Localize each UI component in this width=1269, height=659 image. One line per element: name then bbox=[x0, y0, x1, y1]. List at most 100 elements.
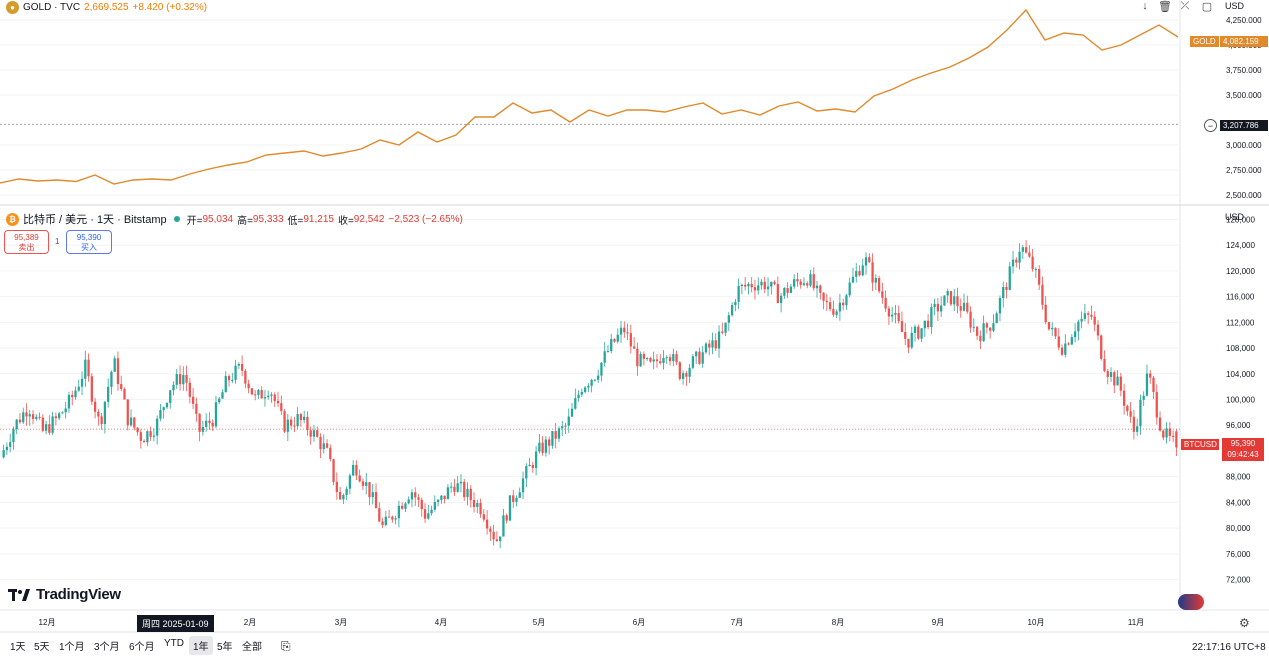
candle-body bbox=[420, 499, 423, 510]
btc-y-tick-label: 120,000 bbox=[1226, 267, 1255, 276]
candle-body bbox=[783, 288, 786, 296]
trash-icon[interactable]: 🗑 bbox=[1158, 1, 1172, 13]
candle-body bbox=[87, 359, 90, 377]
candle-body bbox=[760, 281, 763, 286]
candle-body bbox=[678, 362, 681, 379]
buy-label: 买入 bbox=[81, 243, 97, 252]
x-axis-label: 2月 bbox=[244, 618, 256, 627]
candle-body bbox=[270, 394, 273, 396]
collapse-icon[interactable]: ⤫ bbox=[1180, 0, 1190, 12]
candle-body bbox=[1005, 287, 1008, 290]
gold-currency[interactable]: USD bbox=[1225, 1, 1245, 11]
btc-symbol[interactable]: 比特币 / 美元 · 1天 · Bitstamp bbox=[23, 214, 167, 226]
gold-y-tick-label: 3,000.000 bbox=[1226, 141, 1262, 150]
arrow-down-icon[interactable]: ↓ bbox=[1142, 0, 1148, 12]
candle-body bbox=[989, 327, 992, 331]
candle-body bbox=[848, 282, 851, 296]
candle-body bbox=[152, 435, 156, 437]
candle-body bbox=[267, 395, 270, 398]
candle-body bbox=[263, 397, 267, 399]
candle-body bbox=[495, 539, 499, 542]
maximize-icon[interactable]: ▢ bbox=[1201, 1, 1213, 13]
candle-body bbox=[107, 386, 110, 402]
timeframe-7[interactable]: 1年 bbox=[189, 636, 213, 655]
timeframe-8[interactable]: 5年 bbox=[217, 642, 233, 653]
timeframe-2[interactable]: 5天 bbox=[34, 642, 50, 653]
candle-body bbox=[80, 378, 84, 387]
candle-body bbox=[1168, 428, 1171, 437]
timeframe-3[interactable]: 1个月 bbox=[59, 642, 85, 653]
candle-body bbox=[384, 516, 387, 525]
candle-body bbox=[606, 351, 610, 353]
sell-button[interactable]: 95,389 卖出 bbox=[4, 230, 49, 254]
x-axis-label: 7月 bbox=[731, 618, 743, 627]
gold-symbol[interactable]: GOLD · TVC bbox=[23, 2, 81, 13]
candle-body bbox=[639, 354, 642, 367]
candle-body bbox=[423, 509, 427, 519]
candle-body bbox=[1145, 373, 1149, 396]
candle-body bbox=[907, 338, 910, 348]
timeframe-5[interactable]: 6个月 bbox=[129, 642, 155, 653]
timeframe-4[interactable]: 3个月 bbox=[94, 642, 120, 653]
candle-body bbox=[443, 495, 446, 500]
flag-badge-icon[interactable] bbox=[1178, 594, 1204, 610]
candle-body bbox=[704, 343, 708, 353]
candle-body bbox=[812, 274, 815, 289]
timeframe-1[interactable]: 1天 bbox=[10, 642, 26, 653]
candle-body bbox=[427, 513, 430, 519]
x-axis-label: 6月 bbox=[633, 618, 645, 627]
candle-body bbox=[763, 281, 766, 290]
candle-body bbox=[407, 499, 410, 504]
x-axis-label: 5月 bbox=[533, 618, 545, 627]
candle-body bbox=[796, 279, 799, 282]
candle-body bbox=[672, 354, 675, 362]
candle-body bbox=[825, 300, 828, 303]
candle-body bbox=[711, 340, 714, 348]
btc-currency[interactable]: USD bbox=[1225, 212, 1245, 222]
candle-body bbox=[655, 359, 659, 362]
candle-body bbox=[35, 416, 38, 419]
spread-value: 1 bbox=[55, 237, 60, 246]
candle-body bbox=[139, 432, 142, 441]
crosshair-date-label: 周四 2025-01-09 bbox=[137, 615, 214, 632]
candle-body bbox=[887, 308, 891, 317]
gold-coin-icon: ● bbox=[6, 1, 19, 14]
timeframe-9[interactable]: 全部 bbox=[242, 642, 262, 653]
settings-gear-icon[interactable]: ⚙ bbox=[1239, 616, 1250, 630]
candle-body bbox=[933, 303, 936, 308]
candle-body bbox=[312, 430, 316, 437]
date-range-calendar-icon[interactable]: ⎘ bbox=[281, 639, 291, 653]
gold-y-tick-label: 2,500.000 bbox=[1226, 191, 1262, 200]
candle-body bbox=[244, 370, 247, 384]
candle-body bbox=[1054, 327, 1057, 337]
candle-body bbox=[1152, 377, 1155, 393]
candle-body bbox=[165, 402, 169, 408]
candle-body bbox=[1077, 321, 1080, 332]
candle-body bbox=[1087, 313, 1090, 315]
minus-circle-icon[interactable]: − bbox=[1204, 119, 1217, 132]
candle-body bbox=[603, 351, 606, 363]
x-axis-label: 4月 bbox=[435, 618, 447, 627]
btc-y-tick-label: 128,000 bbox=[1226, 215, 1255, 224]
candle-body bbox=[466, 488, 469, 498]
candle-body bbox=[77, 386, 80, 391]
x-axis-label: 12月 bbox=[39, 618, 56, 627]
candle-body bbox=[1011, 259, 1015, 267]
tradingview-logo[interactable]: TradingView bbox=[8, 586, 121, 603]
candle-body bbox=[1083, 313, 1087, 319]
candle-body bbox=[44, 424, 48, 431]
candle-body bbox=[120, 384, 123, 389]
candle-body bbox=[757, 285, 760, 291]
clock[interactable]: 22:17:16 UTC+8 bbox=[1192, 642, 1266, 653]
btc-y-tick-label: 104,000 bbox=[1226, 370, 1255, 379]
timeframe-6[interactable]: YTD bbox=[164, 638, 184, 649]
candle-body bbox=[789, 286, 793, 293]
candle-body bbox=[842, 302, 845, 306]
candle-body bbox=[306, 416, 309, 431]
buy-button[interactable]: 95,390 买入 bbox=[66, 230, 112, 254]
candle-body bbox=[1064, 343, 1067, 355]
candle-body bbox=[254, 394, 257, 396]
candle-body bbox=[750, 283, 753, 288]
btc-y-tick-label: 124,000 bbox=[1226, 241, 1255, 250]
